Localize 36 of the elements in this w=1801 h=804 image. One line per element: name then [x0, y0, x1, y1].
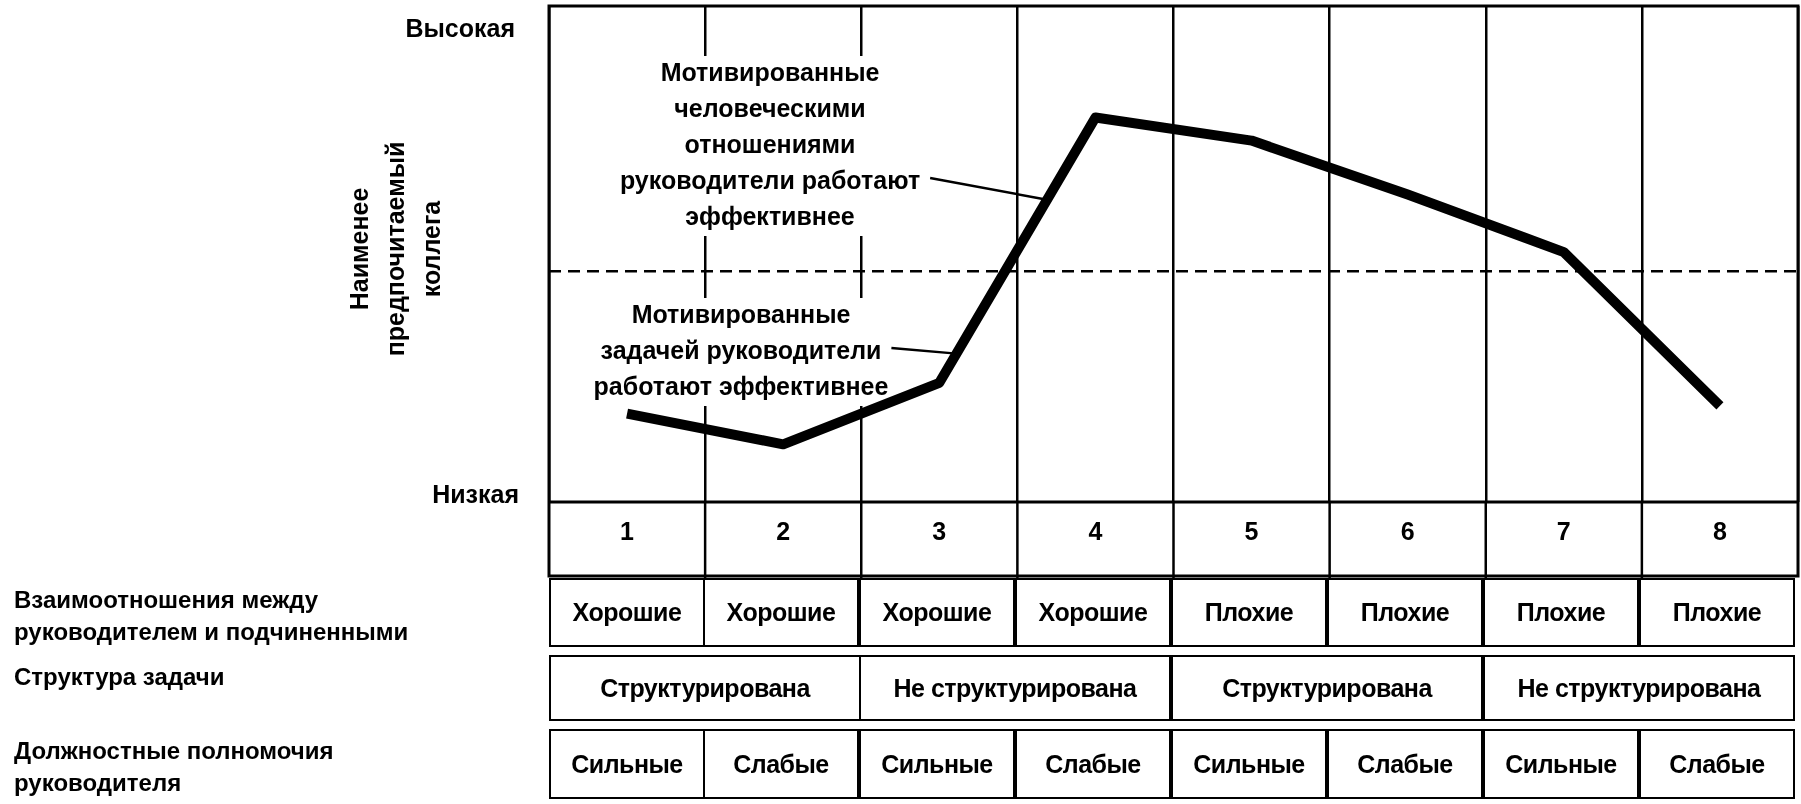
x-tick-label: 2: [776, 516, 791, 545]
text: Сильные: [549, 729, 705, 799]
x-tick-label: 6: [1400, 516, 1415, 545]
y-axis-title: Наименее предпочитаемый коллега: [344, 140, 446, 359]
x-tick-label: 7: [1556, 516, 1571, 545]
text: Структурирована: [1171, 655, 1483, 721]
text: Должностные полномочия руководителя: [14, 736, 335, 798]
text: Структура задачи: [14, 662, 226, 692]
text: Низкая: [432, 480, 519, 509]
text: Хорошие: [703, 578, 859, 647]
text: Слабые: [1639, 729, 1795, 799]
x-tick-label: 5: [1244, 516, 1259, 545]
x-tick-label: 8: [1712, 516, 1727, 545]
text: Сильные: [1171, 729, 1327, 799]
text: Структурирована: [549, 655, 861, 721]
text: Плохие: [1639, 578, 1795, 647]
text: Хорошие: [1015, 578, 1171, 647]
text: Не структурирована: [1483, 655, 1795, 721]
text: Плохие: [1483, 578, 1639, 647]
text: Не структурирована: [859, 655, 1171, 721]
text: Сильные: [1483, 729, 1639, 799]
text: Сильные: [859, 729, 1015, 799]
text: Слабые: [1327, 729, 1483, 799]
text: Слабые: [703, 729, 859, 799]
text: Высокая: [405, 14, 515, 43]
text: Слабые: [1015, 729, 1171, 799]
text: Хорошие: [859, 578, 1015, 647]
text: Плохие: [1171, 578, 1327, 647]
x-tick-label: 1: [620, 516, 635, 545]
text: Хорошие: [549, 578, 705, 647]
annotation: Мотивированные задачей руководители работают эффективнее: [593, 299, 889, 400]
x-tick-label: 3: [932, 516, 947, 545]
annotation: Мотивированные человеческими отношениями руководители работают эффективнее: [619, 57, 921, 230]
x-tick-label: 4: [1088, 516, 1103, 545]
text: Плохие: [1327, 578, 1483, 647]
text: Взаимоотношения между руководителем и подчиненными: [14, 585, 410, 647]
